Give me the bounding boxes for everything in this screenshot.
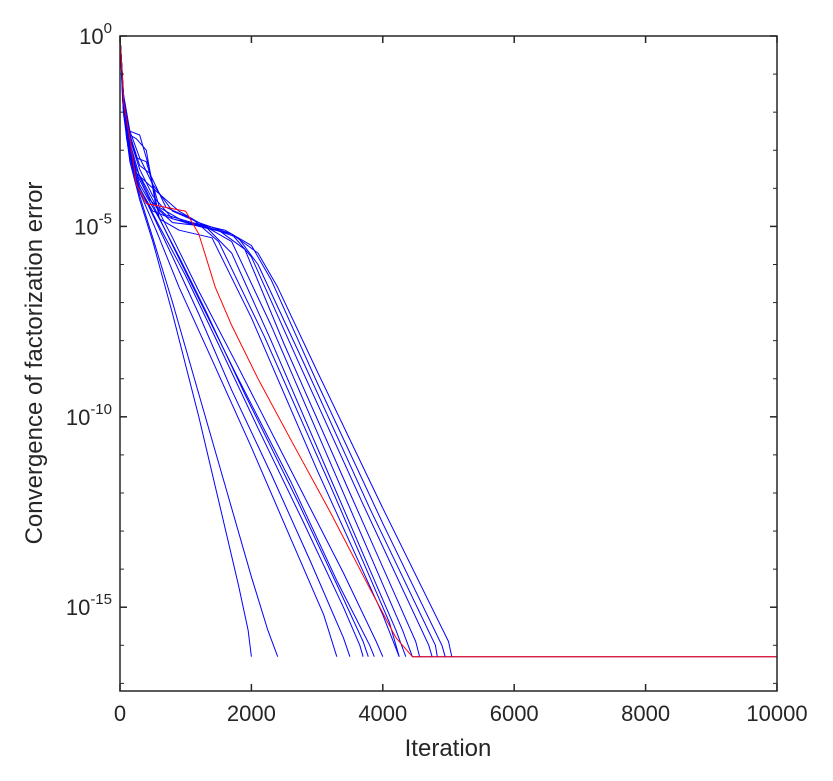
series-line-16 <box>120 36 279 657</box>
series-line-8 <box>120 36 400 657</box>
y-tick-label: 10-15 <box>66 591 112 620</box>
x-axis-label: Iteration <box>405 735 492 762</box>
x-tick-label: 6000 <box>490 701 539 726</box>
x-tick-label: 4000 <box>358 701 407 726</box>
series-line-9 <box>120 36 400 657</box>
x-tick-label: 10000 <box>746 701 807 726</box>
plot-box <box>119 35 778 692</box>
x-axis: 0 2000 4000 6000 8000 10000 <box>114 36 808 726</box>
series-layer <box>120 36 777 658</box>
y-tick-label: 100 <box>79 20 112 49</box>
x-tick-label: 2000 <box>227 701 276 726</box>
series-line-11 <box>120 36 375 657</box>
series-line-17 <box>120 36 252 657</box>
x-tick-label: 8000 <box>621 701 670 726</box>
y-tick-label: 10-5 <box>74 210 112 239</box>
series-line-19 <box>120 36 777 658</box>
y-tick-label: 10-10 <box>66 401 112 430</box>
series-line-3 <box>120 36 438 657</box>
y-axis: 100 10-5 10-10 10-15 <box>66 20 777 684</box>
x-tick-label: 0 <box>114 701 126 726</box>
y-axis-label: Convergence of factorization error <box>21 182 48 545</box>
